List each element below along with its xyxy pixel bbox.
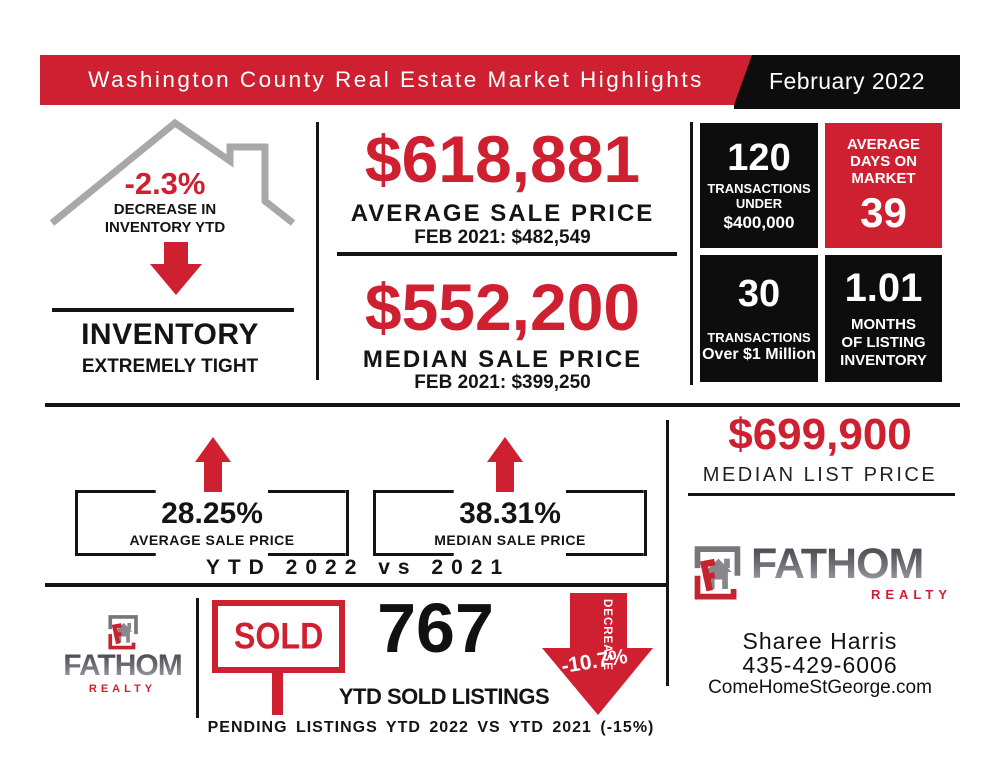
agent-phone: 435-429-6006 (742, 652, 898, 678)
inventory-divider (52, 308, 294, 312)
roof-outline-icon (49, 118, 295, 226)
average-sale-price-label: AVERAGE SALE PRICE (350, 200, 655, 227)
stat-value: 39 (860, 189, 907, 236)
stat-value: 30 (737, 272, 781, 315)
ytd-average-label: AVERAGE SALE PRICE (129, 531, 295, 548)
pending-footnote: PENDING LISTINGS YTD 2022 VS YTD 2021 (-… (207, 719, 655, 736)
inventory-caption-line1: DECREASE IN (113, 201, 217, 218)
ytd-median-box: 38.31% MEDIAN SALE PRICE (373, 490, 647, 556)
stat-label: MONTHS (851, 316, 916, 333)
sold-count: 767 (377, 589, 494, 667)
stat-months-of-inventory: 1.01 MONTHS OF LISTING INVENTORY (825, 255, 942, 382)
stat-value: 1.01 (844, 266, 923, 310)
inventory-subtitle: EXTREMELY TIGHT (81, 356, 259, 377)
inventory-title: INVENTORY (81, 318, 259, 351)
header-period: February 2022 (768, 68, 926, 94)
header-banner: Washington County Real Estate Market Hig… (40, 55, 752, 105)
agent-website: ComeHomeStGeorge.com (708, 677, 932, 698)
stat-label: Over $1 Million (702, 345, 816, 363)
sold-sign-text: SOLD (233, 615, 324, 657)
decrease-word: DECREASE (601, 599, 613, 671)
ytd-median-percent: 38.31% (459, 496, 561, 530)
median-list-underline (688, 493, 955, 496)
brand-name: FATHOM (50, 650, 195, 681)
stat-transactions-over-1m: 30 TRANSACTIONS Over $1 Million (700, 255, 818, 382)
stat-label: AVERAGE (846, 136, 921, 153)
median-sale-price-prior: FEB 2021: $399,250 (414, 372, 591, 393)
stat-average-days-on-market: AVERAGE DAYS ON MARKET 39 (825, 123, 942, 248)
ytd-median-label: MEDIAN SALE PRICE (434, 531, 586, 548)
median-sale-price-label: MEDIAN SALE PRICE (362, 346, 643, 373)
vertical-divider-right (666, 420, 669, 686)
median-list-price-label: MEDIAN LIST PRICE (702, 464, 938, 486)
stat-label: TRANSACTIONS (707, 329, 811, 345)
median-list-price-value: $699,900 (728, 410, 912, 459)
stat-label: DAYS ON (850, 153, 917, 170)
stat-label: TRANSACTIONS (707, 181, 811, 196)
stat-label: MARKET (851, 170, 916, 187)
fathom-logo-icon (694, 546, 741, 600)
inventory-percent: -2.3% (124, 166, 206, 201)
average-sale-price-prior: FEB 2021: $482,549 (414, 227, 591, 248)
inventory-down-arrow-icon (150, 242, 202, 295)
stat-value: 120 (727, 137, 791, 179)
brand-name: FATHOM (751, 540, 924, 588)
inventory-caption-line2: INVENTORY YTD (104, 219, 226, 236)
decrease-down-arrow-icon (542, 593, 653, 715)
agent-name: Sharee Harris (742, 628, 898, 654)
stat-label: $400,000 (723, 213, 795, 232)
section-divider-top (45, 403, 960, 407)
stat-label: OF LISTING (841, 334, 926, 351)
price-panel-divider (337, 252, 677, 256)
median-sale-price-value: $552,200 (364, 270, 641, 344)
section-divider-bottom (45, 583, 666, 587)
fathom-logo-icon (108, 615, 138, 650)
sold-sign-post (272, 673, 283, 715)
stat-label: UNDER (735, 196, 783, 211)
header-title: Washington County Real Estate Market Hig… (88, 67, 704, 92)
vertical-divider-left (316, 122, 319, 380)
average-sale-price-value: $618,881 (364, 122, 641, 196)
ytd-caption: YTD 2022 vs 2021 (205, 556, 511, 579)
ytd-average-box: 28.25% AVERAGE SALE PRICE (75, 490, 349, 556)
brand-division: REALTY (870, 587, 952, 602)
stat-label: INVENTORY (840, 352, 927, 369)
up-arrow-icon (487, 437, 523, 492)
sold-sign: SOLD (212, 600, 345, 673)
stat-transactions-under-400k: 120 TRANSACTIONS UNDER $400,000 (700, 123, 818, 248)
up-arrow-icon (195, 437, 231, 492)
brand-division: REALTY (88, 683, 157, 695)
sold-label: YTD SOLD LISTINGS (338, 684, 550, 709)
header-date-tab: February 2022 (734, 55, 960, 109)
ytd-average-percent: 28.25% (161, 496, 263, 530)
vertical-divider-bottom-left (196, 598, 199, 718)
vertical-divider-mid (690, 122, 693, 385)
